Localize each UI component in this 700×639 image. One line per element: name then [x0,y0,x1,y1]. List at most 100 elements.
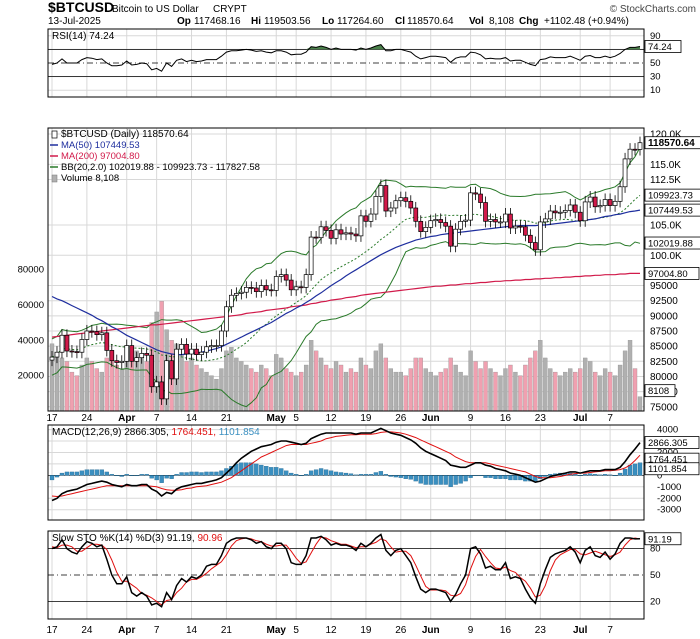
macd-histogram-bar [597,474,603,476]
sto-tick-label: 50 [650,570,661,581]
macd-histogram-bar [139,474,144,476]
volume-bar [94,368,99,412]
macd-histogram-bar [154,475,159,481]
x-axis-label-lower: 5 [293,625,299,636]
rsi-frame [47,28,645,98]
change-label: Chg [519,16,538,27]
macd-histogram-bar [179,472,184,476]
candle-body [89,330,95,333]
exchange-name: CRYPT [213,4,247,15]
rsi-tick-label: 30 [650,72,661,83]
candle-body [283,274,289,281]
sto-k-line [51,533,641,608]
macd-line [51,427,641,502]
bb-upper-band [51,147,641,340]
rsi-value-tag: 74.24 [648,42,672,53]
candle-body [149,354,155,388]
volume-bar [523,364,528,412]
volume-bar [353,371,359,412]
price-tick-label: 100.0K [650,251,682,262]
sto-frame [47,530,645,620]
x-axis-label-upper: 24 [81,413,93,424]
price-tick-label: 80000 [650,372,678,383]
price-tick-label: 87500 [650,327,678,338]
macd-label: MACD(12,26,9) 2866.305, 1764.451, 1101.8… [52,427,260,438]
legend-candle-swatch [51,130,58,139]
candle-body [54,351,60,358]
sto-label: Slow STO %K(14) %D(3) 91.19, 90.96 [52,533,223,544]
symbol-name: Bitcoin to US Dollar [112,4,199,15]
header-date: 13-Jul-2025 [48,16,101,27]
candle-body [69,350,75,353]
volume-bar [403,375,408,412]
price-tick-label: 82500 [650,357,678,368]
volume-bar [89,361,95,412]
macd-histogram-bar [299,475,304,477]
candle-body [243,287,249,293]
volume-bar [508,364,513,412]
candle-body [333,229,339,239]
macd-frame [47,424,645,521]
symbol-title: $BTCUSD [48,0,114,15]
volume-bar [398,371,403,412]
volume-bar [179,354,184,412]
candle-body [94,331,100,335]
macd-histogram-bar [393,475,398,478]
macd-histogram-bar [313,469,319,476]
candle-body [453,228,458,247]
candle-body [562,210,568,213]
volume-bar [274,354,279,412]
macd-histogram-bar [433,475,438,485]
price-tick-label: 90000 [650,311,678,322]
macd-histogram-bar [612,475,618,477]
volume-bar [488,368,493,412]
volume-bar [543,357,548,412]
macd-tick-label: -2000 [657,493,681,504]
candle-body [413,207,419,222]
volume-bar [538,340,543,412]
volume-bar [533,350,538,412]
open-value: 117468.16 [194,16,241,27]
volume-bar [463,375,468,412]
candle-body [572,204,578,213]
macd-histogram-bar [308,470,314,476]
candle-body [303,274,309,288]
price-tick-label: 120.0K [650,130,682,141]
candle-body [448,225,453,247]
volume-bar [318,357,324,412]
candle-body [129,345,135,362]
macd-histogram-bar [602,474,608,476]
candle-body [622,158,628,188]
macd-histogram-bar [109,474,114,476]
price-tag-box [644,136,700,150]
candle-body [59,334,65,353]
macd-histogram-bar [488,475,493,478]
macd-histogram-bar [353,474,359,476]
stochastic-panel: 80 50 20 Slow STO %K(14) %D(3) 91.19, 90.96… [47,530,682,620]
rsi-overbought-fill [52,44,640,50]
macd-histogram-bar [533,475,538,482]
candle-body [199,351,204,355]
macd-histogram-bar [383,474,389,476]
x-axis-label-lower: 7 [154,625,160,636]
candle-body [159,381,164,400]
legend-ma50: MA(50) 107449.53 [61,140,140,151]
x-axis-label-upper: Jul [573,413,588,424]
candle-body [293,286,299,291]
volume-bar [74,375,80,412]
x-axis-label-lower: 16 [500,625,512,636]
candle-body [488,219,493,222]
macd-tick-label: -1000 [657,482,681,493]
volume-bar [209,375,214,412]
macd-tag-box [644,436,700,449]
volume-bar [299,371,304,412]
macd-histogram-bar [274,467,279,476]
candle-body [184,343,189,355]
x-axis-label-upper: 21 [221,413,233,424]
macd-histogram-bar [543,475,548,477]
x-axis-label-upper: 19 [360,413,372,424]
candle-body [99,332,105,335]
candle-body [204,346,209,353]
candle-body [234,293,239,296]
macd-histogram-bar [269,467,274,476]
